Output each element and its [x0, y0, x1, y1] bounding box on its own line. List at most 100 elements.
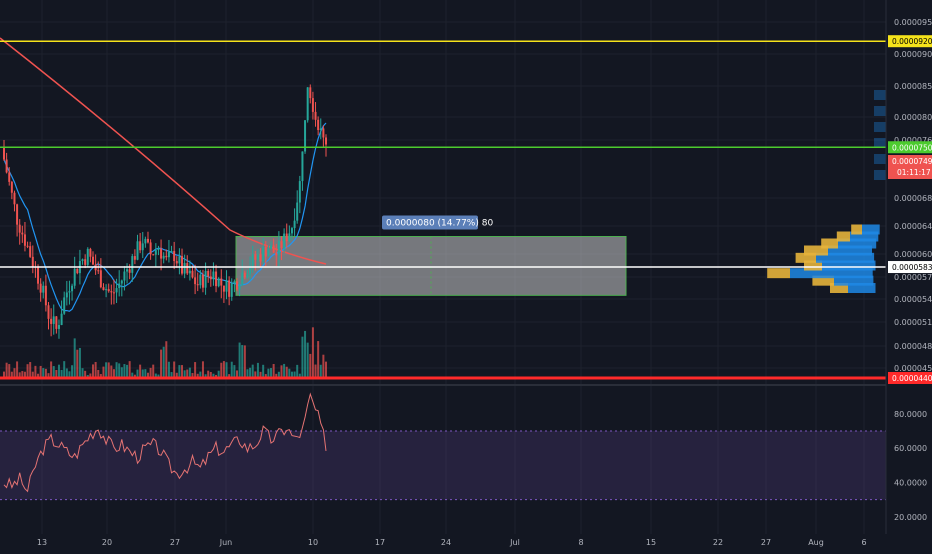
volume-bar [233, 365, 236, 378]
volume-bar [144, 369, 147, 378]
candle-body [16, 204, 19, 225]
candle-body [105, 289, 108, 291]
candle-body [89, 248, 92, 257]
volume-bar [264, 374, 267, 378]
volume-bar [18, 372, 21, 378]
volume-bar [241, 345, 244, 378]
volume-bar [212, 373, 215, 378]
candle-body [309, 87, 312, 99]
volume-bar [196, 373, 199, 378]
volume-bar [309, 353, 312, 378]
candle-body [73, 268, 76, 286]
time-axis[interactable]: 13 20 27 Jun 10 17 24 Jul 8 15 22 27 Aug 6 [37, 538, 867, 547]
price-label-bg [888, 141, 932, 154]
time-tick-label: 8 [578, 538, 583, 547]
rsi-tick-label: 60.0000 [894, 444, 927, 453]
volume-bar [71, 365, 74, 378]
candle-body [275, 252, 278, 256]
volume-bar [97, 369, 100, 378]
volume-bar [136, 369, 139, 378]
volume-bar [199, 371, 202, 378]
candle-body [160, 248, 163, 259]
volume-bar [76, 349, 79, 378]
rsi-tick-label: 40.0000 [894, 478, 927, 487]
horizontal-lines[interactable] [0, 40, 886, 380]
rsi-pane [0, 392, 886, 501]
candle-body [162, 255, 165, 259]
volume-bar [191, 373, 194, 378]
measure-box[interactable]: 0.0000080 (14.77%) 80 [235, 215, 627, 296]
measure-rect[interactable] [235, 236, 627, 296]
volume-bar [243, 345, 246, 378]
candle-body [222, 285, 225, 292]
volume-bar [152, 364, 155, 378]
candle-body [254, 254, 257, 260]
candle-body [50, 318, 53, 324]
candle-body [249, 267, 252, 275]
volume-bar [60, 369, 63, 378]
volume-bar [94, 361, 97, 378]
rsi-tick-label: 20.0000 [894, 513, 927, 522]
candle-body [175, 261, 178, 264]
volume-bar [317, 341, 320, 378]
volume-bar [270, 368, 273, 378]
volume-bar [105, 362, 108, 378]
time-tick-label: 10 [308, 538, 318, 547]
volume-bar [86, 374, 89, 378]
candle-body [120, 280, 123, 284]
candle-body [293, 220, 296, 229]
volume-bar [275, 373, 278, 378]
volume-bars [3, 327, 327, 378]
volume-profile-bar-dim [874, 90, 886, 100]
candle-body [84, 259, 87, 265]
volume-bar [47, 373, 50, 378]
candle-body [123, 271, 126, 281]
candle-body [47, 305, 50, 319]
candle-body [209, 276, 212, 280]
candle-body [319, 128, 322, 130]
candle-body [228, 280, 231, 297]
candle-body [8, 172, 11, 182]
volume-bar [39, 365, 42, 378]
price-label-bg [888, 372, 932, 384]
price-label-text: 0.0000583 [892, 263, 932, 272]
candle-body [272, 245, 275, 253]
candle-body [42, 285, 45, 293]
candle-body [314, 111, 317, 120]
volume-profile-bar-dim [874, 106, 886, 116]
volume-profile [767, 90, 886, 293]
candle-body [107, 289, 110, 292]
volume-bar [220, 362, 223, 378]
volume-profile-bar-yellow [830, 283, 848, 293]
volume-bar [296, 364, 299, 378]
candle-body [280, 241, 283, 249]
volume-bar [217, 370, 220, 378]
volume-bar [34, 365, 37, 378]
rsi-axis[interactable]: 80.0000 60.0000 40.0000 20.0000 [894, 410, 927, 522]
time-tick-label: 17 [375, 538, 385, 547]
time-tick-label: 22 [713, 538, 723, 547]
volume-bar [84, 370, 87, 378]
candle-body [115, 288, 118, 293]
volume-profile-bar-yellow [836, 231, 850, 242]
volume-bar [65, 368, 68, 378]
candle-body [13, 192, 16, 205]
candle-body [191, 270, 194, 278]
volume-bar [285, 366, 288, 378]
candle-body [183, 263, 186, 274]
candle-body [233, 281, 236, 284]
candle-body [264, 246, 267, 257]
candle-body [259, 254, 262, 262]
candle-body [3, 147, 5, 160]
candle-body [225, 280, 228, 292]
volume-bar [209, 371, 212, 378]
volume-bar [42, 368, 45, 378]
candle-body [199, 274, 202, 286]
volume-profile-bar-yellow [795, 252, 816, 263]
